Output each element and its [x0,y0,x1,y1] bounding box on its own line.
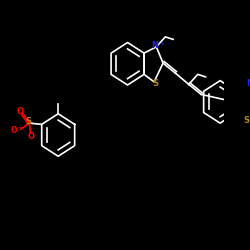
Text: O: O [16,106,24,116]
Text: S: S [25,117,31,126]
Text: O: O [28,132,34,141]
Text: O$^-$: O$^-$ [10,124,23,135]
Text: S: S [152,78,158,88]
Text: N: N [246,79,250,88]
Text: N$^+$: N$^+$ [151,39,166,51]
Text: S: S [244,116,250,124]
